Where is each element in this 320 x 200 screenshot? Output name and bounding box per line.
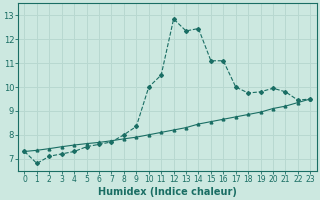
X-axis label: Humidex (Indice chaleur): Humidex (Indice chaleur) bbox=[98, 187, 237, 197]
